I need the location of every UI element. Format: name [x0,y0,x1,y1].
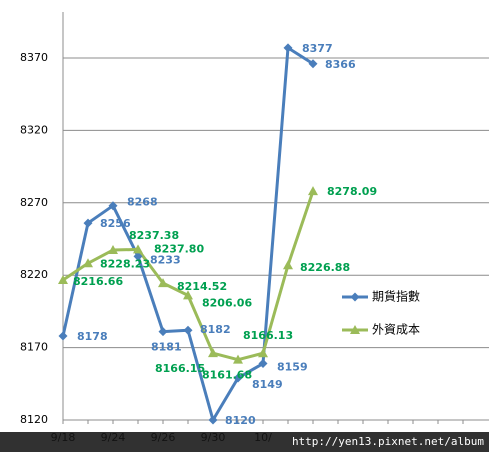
data-label: 8206.06 [202,296,252,309]
data-label: 8226.88 [300,261,350,274]
watermark-bar [0,432,489,452]
data-label: 8366 [325,58,356,71]
point-marker [158,327,168,337]
y-tick-label: 8370 [20,51,48,64]
data-label: 8377 [302,42,333,55]
data-label: 8256 [100,217,131,230]
point-marker [308,186,318,196]
data-label: 8228.23 [100,257,150,270]
point-marker [133,244,143,254]
point-marker [233,354,243,364]
data-label: 8166.13 [243,329,293,342]
data-label: 8237.38 [129,229,179,242]
point-marker [183,325,193,335]
data-label: 8161.68 [202,369,252,382]
point-marker [158,278,168,288]
y-tick-label: 8320 [20,123,48,136]
data-label: 8182 [200,323,231,336]
point-marker [233,373,243,383]
point-marker [283,260,293,270]
point-marker [133,251,143,261]
point-marker [350,292,360,302]
point-marker [58,331,68,341]
data-label: 8166.15 [155,362,205,375]
point-marker [258,359,268,369]
legend-label: 期貨指數 [372,289,420,304]
y-tick-label: 8120 [20,413,48,426]
data-label: 8237.80 [154,242,204,255]
data-label: 8214.52 [177,280,227,293]
y-tick-label: 8170 [20,341,48,354]
point-marker [208,348,218,358]
point-marker [83,218,93,228]
point-marker [350,325,360,334]
data-label: 8178 [77,330,108,343]
data-label: 8181 [151,341,182,354]
point-marker [58,275,68,285]
data-label: 8159 [277,361,308,374]
y-tick-label: 8220 [20,268,48,281]
data-label: 8120 [225,414,256,427]
data-label: 8233 [150,253,181,266]
data-label: 8149 [252,378,283,391]
watermark: http://yen13.pixnet.net/album [292,435,484,448]
data-label: 8278.09 [327,185,377,198]
point-marker [308,59,318,69]
point-marker [83,258,93,268]
point-marker [258,348,268,358]
point-marker [108,245,118,255]
y-tick-label: 8270 [20,196,48,209]
data-label: 8268 [127,196,158,209]
point-marker [208,415,218,425]
point-marker [108,201,118,211]
point-marker [183,290,193,300]
point-marker [283,43,293,53]
legend-label: 外資成本 [372,323,420,337]
data-label: 8216.66 [73,275,123,288]
